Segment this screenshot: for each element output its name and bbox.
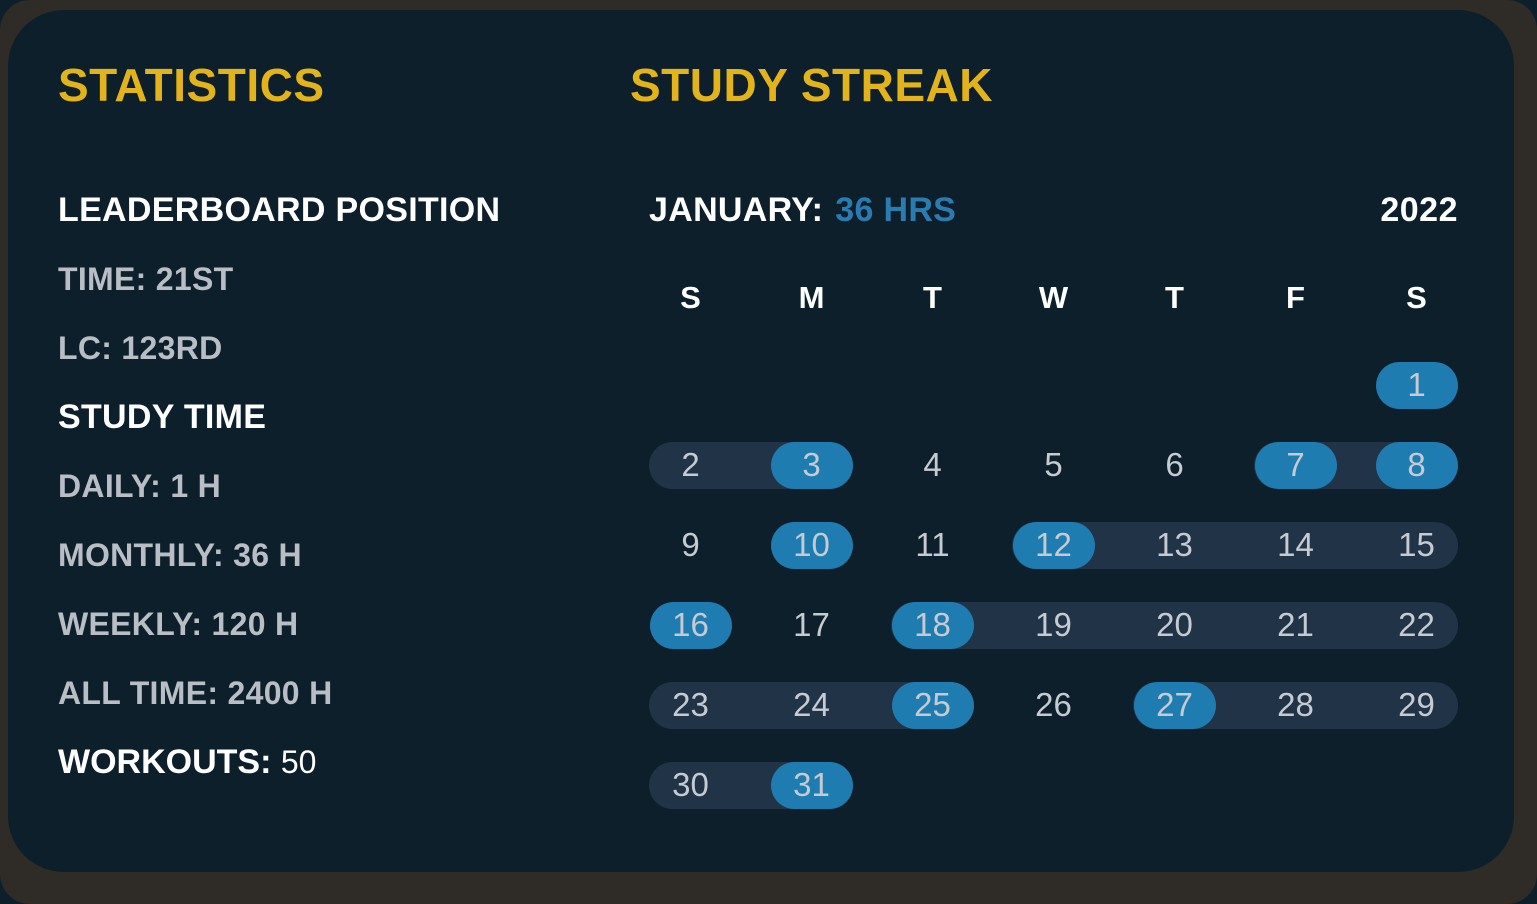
- statistics-title: STATISTICS: [58, 59, 325, 111]
- calendar-week-row: 1: [630, 345, 1477, 425]
- workouts-value: 50: [280, 744, 317, 780]
- calendar-day: 27: [1133, 681, 1216, 729]
- calendar-weeks: 1 2 3 4 5 6 7 8 9 10 11 12 13 14 15 16 17 18 19 20 21 22 23 24 2…: [630, 345, 1477, 825]
- calendar-week-row: 23 24 25 26 27 28 29: [630, 665, 1477, 745]
- stat-item: MONTHLY: 36 H: [58, 537, 302, 573]
- calendar-day: 22: [1398, 606, 1435, 643]
- stat-item: ALL TIME: 2400 H: [58, 675, 333, 711]
- calendar-day: 8: [1375, 441, 1458, 489]
- statistics-rows: LEADERBOARD POSITION TIME: 21ST LC: 123RD S…: [58, 176, 618, 803]
- year-label: 2022: [1380, 191, 1458, 229]
- stat-section-heading: STUDY TIME: [58, 398, 267, 436]
- calendar-day: 9: [681, 526, 700, 563]
- calendar-day: 12: [1012, 521, 1095, 569]
- calendar-day: 4: [923, 446, 942, 483]
- calendar-day: 5: [1044, 446, 1063, 483]
- calendar-day: 31: [770, 761, 853, 809]
- day-of-week-header: M: [798, 279, 825, 315]
- day-of-week-header: W: [1038, 279, 1069, 315]
- workouts-line: WORKOUTS: 50: [58, 728, 618, 803]
- calendar-week-row: 30 31: [630, 745, 1477, 825]
- calendar-day: 23: [672, 686, 709, 723]
- day-of-week-header: T: [923, 279, 942, 315]
- stat-item: TIME: 21ST: [58, 261, 234, 297]
- calendar-day: 6: [1165, 446, 1184, 483]
- calendar-day: 15: [1398, 526, 1435, 563]
- day-of-week-header: S: [1406, 279, 1427, 315]
- month-label: JANUARY:: [649, 191, 824, 229]
- month-summary-line: JANUARY: 36 HRS 2022: [630, 176, 1477, 245]
- calendar-day: 10: [770, 521, 853, 569]
- day-of-week-header: S: [680, 279, 701, 315]
- calendar-day: 30: [672, 766, 709, 803]
- calendar-day: 24: [793, 686, 830, 723]
- calendar-day: 14: [1277, 526, 1314, 563]
- calendar-day: 13: [1156, 526, 1193, 563]
- calendar-day: 1: [1375, 361, 1458, 409]
- calendar-day: 21: [1277, 606, 1314, 643]
- stats-card: STATISTICS LEADERBOARD POSITION TIME: 21S…: [8, 10, 1514, 872]
- day-of-week-header: T: [1165, 279, 1184, 315]
- month-hours: 36 HRS: [835, 191, 957, 229]
- streak-track: [891, 601, 1458, 649]
- statistics-panel: STATISTICS LEADERBOARD POSITION TIME: 21S…: [58, 62, 618, 803]
- calendar-day: 7: [1254, 441, 1337, 489]
- calendar-day: 18: [891, 601, 974, 649]
- stat-item: WEEKLY: 120 H: [58, 606, 299, 642]
- stat-item: DAILY: 1 H: [58, 468, 222, 504]
- stat-item: LC: 123RD: [58, 330, 223, 366]
- calendar-day: 25: [891, 681, 974, 729]
- calendar-week-row: 9 10 11 12 13 14 15: [630, 505, 1477, 585]
- calendar-week-row: 16 17 18 19 20 21 22: [630, 585, 1477, 665]
- day-of-week-header: F: [1286, 279, 1305, 315]
- workouts-label: WORKOUTS:: [58, 743, 281, 781]
- calendar-day: 19: [1035, 606, 1072, 643]
- calendar-day: 29: [1398, 686, 1435, 723]
- calendar-day: 17: [793, 606, 830, 643]
- calendar-day: 16: [649, 601, 732, 649]
- stat-section-heading: LEADERBOARD POSITION: [58, 191, 501, 229]
- calendar-day: 2: [681, 446, 700, 483]
- calendar-day: 26: [1035, 686, 1072, 723]
- study-streak-title: STUDY STREAK: [630, 59, 993, 111]
- calendar-day: 3: [770, 441, 853, 489]
- calendar-day: 20: [1156, 606, 1193, 643]
- calendar-day: 28: [1277, 686, 1314, 723]
- calendar-day: 11: [915, 526, 950, 563]
